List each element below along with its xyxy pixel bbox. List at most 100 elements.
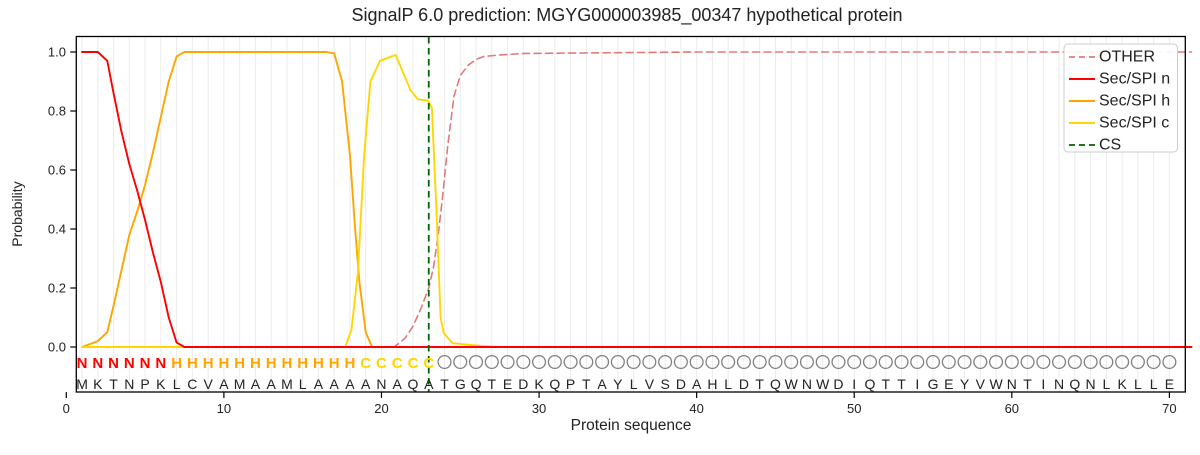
svg-text:H: H — [329, 355, 340, 372]
svg-text:M: M — [281, 376, 293, 392]
svg-text:T: T — [440, 376, 449, 392]
svg-text:W: W — [989, 376, 1003, 392]
svg-text:T: T — [487, 376, 496, 392]
svg-text:T: T — [109, 376, 118, 392]
svg-text:N: N — [1086, 376, 1096, 392]
svg-text:T: T — [881, 376, 890, 392]
svg-text:H: H — [218, 355, 229, 372]
svg-text:H: H — [707, 376, 717, 392]
svg-text:A: A — [345, 376, 355, 392]
svg-text:L: L — [299, 376, 307, 392]
svg-text:Q: Q — [1069, 376, 1080, 392]
svg-text:Sec/SPI n: Sec/SPI n — [1099, 71, 1170, 88]
svg-text:A: A — [692, 376, 702, 392]
svg-text:S: S — [660, 376, 669, 392]
svg-text:N: N — [1007, 376, 1017, 392]
svg-text:M: M — [234, 376, 246, 392]
svg-text:C: C — [392, 355, 403, 372]
svg-text:H: H — [171, 355, 182, 372]
svg-text:H: H — [345, 355, 356, 372]
svg-text:Q: Q — [865, 376, 876, 392]
svg-text:A: A — [597, 376, 607, 392]
svg-text:40: 40 — [689, 401, 703, 416]
svg-text:N: N — [802, 376, 812, 392]
svg-text:T: T — [755, 376, 764, 392]
svg-text:N: N — [77, 355, 88, 372]
svg-text:H: H — [281, 355, 292, 372]
svg-text:L: L — [173, 376, 181, 392]
svg-text:K: K — [93, 376, 103, 392]
svg-text:0.0: 0.0 — [48, 340, 66, 355]
svg-text:I: I — [915, 376, 919, 392]
svg-text:K: K — [1117, 376, 1127, 392]
svg-text:M: M — [76, 376, 88, 392]
svg-text:Q: Q — [471, 376, 482, 392]
svg-text:C: C — [187, 376, 197, 392]
svg-text:K: K — [534, 376, 544, 392]
svg-text:L: L — [1134, 376, 1142, 392]
svg-text:10: 10 — [217, 401, 231, 416]
svg-text:L: L — [630, 376, 638, 392]
svg-text:CS: CS — [1099, 137, 1121, 154]
svg-text:SignalP 6.0 prediction: MGYG00: SignalP 6.0 prediction: MGYG000003985_00… — [351, 5, 902, 26]
svg-text:C: C — [408, 355, 419, 372]
svg-text:D: D — [518, 376, 528, 392]
svg-text:70: 70 — [1162, 401, 1176, 416]
svg-text:C: C — [360, 355, 371, 372]
svg-text:I: I — [1041, 376, 1045, 392]
svg-text:N: N — [140, 355, 151, 372]
svg-text:N: N — [1054, 376, 1064, 392]
svg-text:0.2: 0.2 — [48, 281, 66, 296]
svg-text:D: D — [676, 376, 686, 392]
svg-text:Sec/SPI h: Sec/SPI h — [1099, 93, 1170, 110]
svg-text:20: 20 — [374, 401, 388, 416]
svg-text:0: 0 — [63, 401, 70, 416]
svg-text:W: W — [785, 376, 799, 392]
svg-text:Y: Y — [613, 376, 623, 392]
svg-text:T: T — [897, 376, 906, 392]
svg-text:30: 30 — [532, 401, 546, 416]
svg-text:0.8: 0.8 — [48, 104, 66, 119]
svg-text:D: D — [739, 376, 749, 392]
svg-text:Q: Q — [408, 376, 419, 392]
svg-text:N: N — [108, 355, 119, 372]
svg-text:H: H — [250, 355, 261, 372]
svg-text:N: N — [92, 355, 103, 372]
svg-text:E: E — [503, 376, 512, 392]
svg-text:Sec/SPI c: Sec/SPI c — [1099, 115, 1169, 132]
svg-text:H: H — [313, 355, 324, 372]
svg-text:Protein sequence: Protein sequence — [571, 417, 692, 434]
svg-text:P: P — [140, 376, 149, 392]
svg-text:E: E — [1165, 376, 1174, 392]
svg-text:A: A — [393, 376, 403, 392]
svg-text:L: L — [1102, 376, 1110, 392]
svg-text:A: A — [219, 376, 229, 392]
svg-text:A: A — [424, 376, 434, 392]
svg-text:L: L — [724, 376, 732, 392]
svg-text:I: I — [852, 376, 856, 392]
svg-text:C: C — [423, 355, 434, 372]
svg-text:V: V — [976, 376, 986, 392]
svg-text:A: A — [266, 376, 276, 392]
svg-text:Q: Q — [549, 376, 560, 392]
svg-text:1.0: 1.0 — [48, 45, 66, 60]
svg-text:Q: Q — [770, 376, 781, 392]
svg-text:P: P — [566, 376, 575, 392]
svg-text:A: A — [330, 376, 340, 392]
svg-text:H: H — [266, 355, 277, 372]
svg-text:D: D — [833, 376, 843, 392]
svg-text:A: A — [314, 376, 324, 392]
svg-text:V: V — [203, 376, 213, 392]
svg-text:Probability: Probability — [9, 181, 25, 246]
svg-text:N: N — [124, 355, 135, 372]
svg-text:L: L — [1150, 376, 1158, 392]
svg-text:G: G — [455, 376, 466, 392]
svg-text:G: G — [928, 376, 939, 392]
svg-text:E: E — [944, 376, 953, 392]
svg-text:W: W — [816, 376, 830, 392]
svg-text:K: K — [156, 376, 166, 392]
svg-text:60: 60 — [1005, 401, 1019, 416]
svg-text:T: T — [582, 376, 591, 392]
svg-text:C: C — [376, 355, 387, 372]
svg-text:50: 50 — [847, 401, 861, 416]
